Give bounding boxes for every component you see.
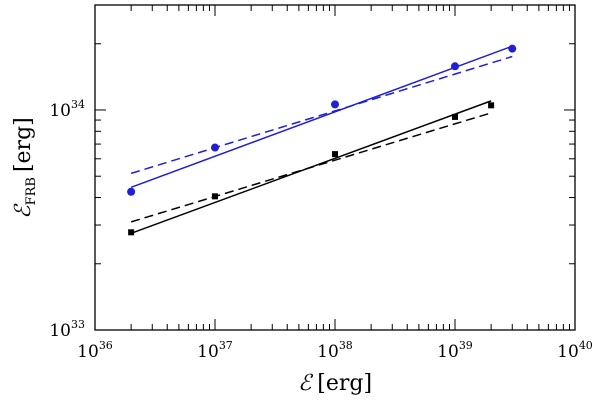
data-point <box>332 151 338 158</box>
data-point <box>212 193 218 200</box>
x-tick-label: 1037 <box>197 339 233 362</box>
fit-lines <box>130 45 513 235</box>
data-point <box>508 44 517 53</box>
data-point <box>211 143 219 152</box>
y-tick-label: 1033 <box>49 318 85 341</box>
data-point <box>451 62 459 71</box>
x-tick-label: 1038 <box>317 339 353 362</box>
fit-line-solid <box>130 45 513 189</box>
data-point <box>128 229 135 236</box>
fit-line-dashed <box>130 112 492 223</box>
tick-labels: 1036 1037 1038 1039 1040 1033 1034 <box>49 98 592 362</box>
x-tick-label: 1039 <box>437 339 473 362</box>
axis-ticks <box>94 4 576 331</box>
fit-line-dashed <box>130 55 513 175</box>
data-point <box>331 100 339 109</box>
x-tick-label: 1036 <box>77 339 113 362</box>
y-tick-label: 1034 <box>49 98 85 121</box>
plot-frame <box>94 4 576 331</box>
y-axis-title: ℰFRB[erg] <box>11 117 39 219</box>
data-points <box>127 44 517 236</box>
x-tick-label: 1040 <box>557 339 593 362</box>
data-point <box>452 113 458 120</box>
data-point <box>488 102 495 109</box>
data-point <box>127 187 136 196</box>
x-axis-title: ℰ [erg] <box>298 371 372 396</box>
